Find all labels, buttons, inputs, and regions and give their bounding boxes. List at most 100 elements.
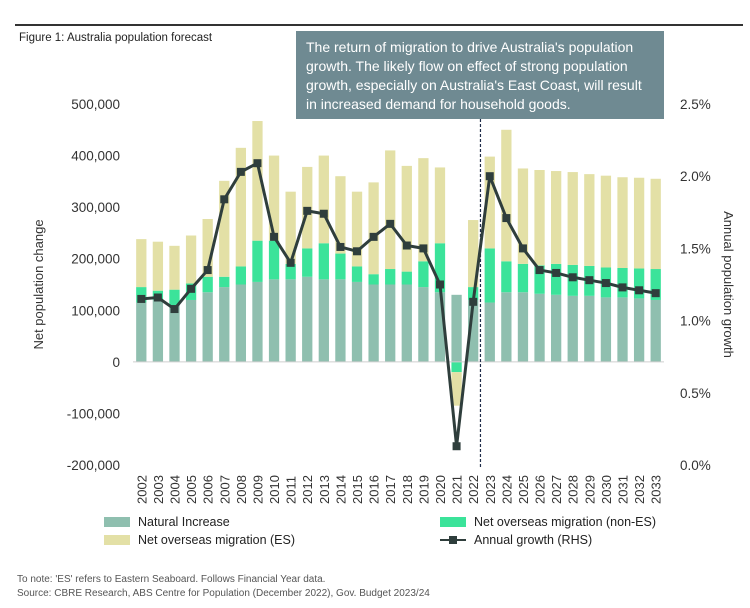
y-tick-label: -200,000 (67, 458, 120, 473)
bar-nom-non-es (517, 263, 529, 293)
bar-nom-non-es (351, 266, 363, 282)
growth-point (253, 159, 262, 168)
bar-natural-increase (633, 298, 645, 362)
bar-natural-increase (484, 302, 495, 362)
bar-natural-increase (584, 295, 595, 362)
bar-nom-es (550, 171, 562, 264)
bar-nom-es (152, 241, 164, 291)
bar-nom-non-es (235, 266, 247, 285)
x-tick-label: 2019 (416, 475, 431, 504)
legend-label-nom-es: Net overseas migration (ES) (138, 533, 296, 547)
x-tick-label: 2024 (499, 475, 514, 504)
bar-natural-increase (617, 297, 628, 362)
bar-nom-es (567, 172, 578, 265)
bar-nom-es (252, 121, 263, 241)
y-axis-title: Net population change (31, 219, 46, 349)
bar-nom-non-es (451, 361, 462, 373)
x-tick-label: 2030 (599, 475, 614, 504)
y2-tick-label: 0.5% (680, 386, 711, 401)
bar-natural-increase (185, 299, 197, 362)
bar-nom-non-es (268, 240, 280, 280)
legend-label-nom-non-es: Net overseas migration (non-ES) (474, 515, 657, 529)
bar-nom-non-es (136, 287, 147, 303)
bar-natural-increase (136, 302, 147, 362)
bar-nom-es (235, 147, 247, 267)
bar-nom-es (584, 174, 595, 266)
bar-nom-es (335, 176, 346, 254)
x-tick-label: 2016 (367, 475, 382, 504)
bar-nom-non-es (219, 276, 230, 288)
y2-tick-label: 1.0% (680, 314, 711, 329)
bar-nom-es (136, 239, 147, 288)
bar-natural-increase (451, 294, 462, 362)
growth-point (286, 258, 295, 267)
x-tick-label: 2007 (217, 475, 232, 504)
x-tick-label: 2026 (533, 475, 548, 504)
bar-nom-non-es (318, 243, 329, 280)
bar-nom-non-es (434, 243, 446, 293)
bar-nom-es (368, 182, 379, 275)
x-tick-label: 2028 (566, 475, 581, 504)
bar-nom-es (517, 168, 529, 264)
growth-point (469, 297, 478, 306)
source-note: Source: CBRE Research, ABS Centre for Po… (17, 588, 430, 599)
bar-natural-increase (567, 295, 578, 362)
x-tick-label: 2008 (234, 475, 249, 504)
bar-nom-es (434, 167, 446, 244)
y2-tick-label: 0.0% (680, 458, 711, 473)
growth-point (203, 266, 212, 275)
x-tick-label: 2020 (433, 475, 448, 504)
growth-point (452, 442, 461, 451)
growth-point (236, 167, 245, 176)
growth-point (353, 247, 362, 256)
figure-title: Figure 1: Australia population forecast (19, 32, 213, 44)
y2-tick-label: 1.5% (680, 241, 711, 256)
bar-nom-non-es (252, 240, 263, 282)
y-tick-label: 100,000 (71, 303, 120, 318)
bar-nom-non-es (534, 265, 545, 294)
x-tick-label: 2012 (300, 475, 315, 504)
bar-natural-increase (550, 294, 562, 362)
growth-point (319, 209, 328, 218)
bar-natural-increase (534, 293, 545, 362)
bar-natural-increase (302, 276, 313, 362)
bar-nom-non-es (302, 248, 313, 277)
bar-natural-increase (285, 279, 296, 362)
x-tick-label: 2011 (284, 476, 299, 504)
x-tick-label: 2025 (516, 475, 531, 504)
bar-nom-es (633, 177, 645, 269)
growth-point (535, 266, 544, 275)
bar-nom-non-es (169, 289, 180, 306)
legend-label-annual-growth: Annual growth (RHS) (474, 533, 593, 547)
legend-item-annual-growth: Annual growth (RHS) (440, 533, 592, 547)
top-rule (15, 24, 743, 26)
legend-swatch-natural-increase (104, 517, 130, 527)
bar-natural-increase (434, 292, 446, 362)
x-tick-label: 2004 (167, 475, 182, 504)
bar-nom-es (484, 156, 495, 249)
callout-annotation: The return of migration to drive Austral… (296, 31, 664, 119)
x-tick-label: 2005 (184, 475, 199, 504)
x-tick-label: 2029 (582, 475, 597, 504)
y2-tick-label: 2.5% (680, 97, 711, 112)
growth-point (220, 195, 229, 204)
growth-point (651, 289, 660, 298)
growth-point (568, 273, 577, 282)
bar-nom-non-es (501, 261, 512, 293)
x-tick-label: 2027 (549, 475, 564, 504)
bar-nom-es (219, 180, 230, 277)
x-tick-label: 2022 (466, 475, 481, 504)
bar-nom-es (650, 178, 661, 270)
bar-natural-increase (268, 279, 280, 362)
growth-point (635, 286, 644, 295)
bar-natural-increase (501, 292, 512, 362)
y-tick-label: 200,000 (71, 252, 120, 267)
growth-point (187, 284, 196, 293)
bar-nom-non-es (285, 263, 296, 280)
growth-point (618, 283, 627, 292)
x-tick-label: 2013 (317, 475, 332, 504)
bar-natural-increase (169, 305, 180, 362)
bar-nom-non-es (418, 261, 429, 288)
growth-point (170, 305, 179, 314)
